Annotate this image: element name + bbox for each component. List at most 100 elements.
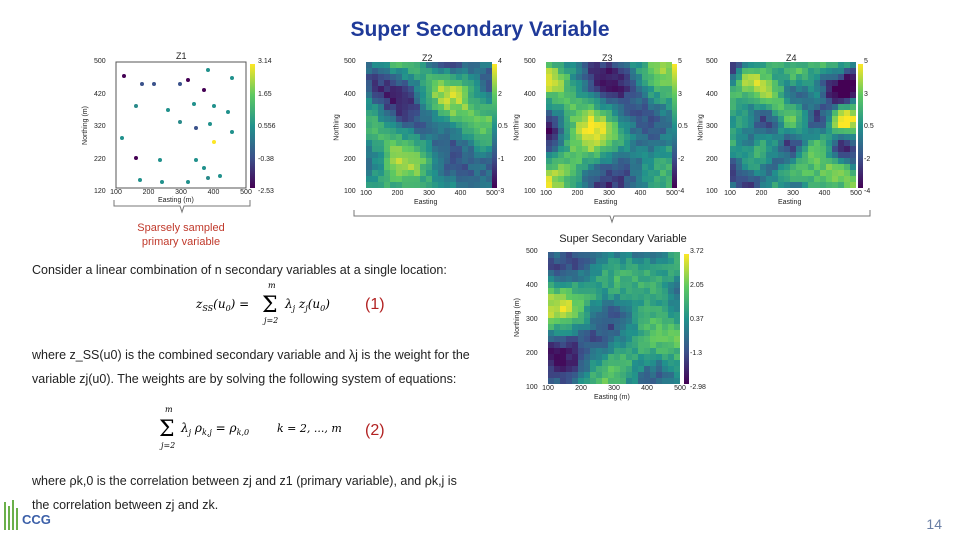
z1-y-tick: 500	[94, 58, 106, 65]
z3-y-tick: 500	[524, 58, 536, 65]
zss-y-tick: 400	[526, 282, 538, 289]
equation-1: zSS(u0) = m Σ j=2 λj zj(u0)	[190, 278, 350, 328]
z1-sample-point	[192, 102, 196, 106]
slide-title: Super Secondary Variable	[350, 18, 610, 41]
z4-c-tick: 5	[864, 58, 868, 65]
zss-c-tick: 3.72	[690, 248, 704, 255]
z1-c-tick: 0.556	[258, 123, 276, 130]
zss-c-tick: -2.98	[690, 384, 706, 391]
z1-sample-point	[186, 78, 190, 82]
z1-sample-point	[158, 158, 162, 162]
z2-c-tick: 4	[498, 58, 502, 65]
equation-1-number: (1)	[365, 296, 385, 313]
zss-c-tick: 0.37	[690, 316, 704, 323]
z3-c-tick: 3	[678, 90, 682, 98]
z1-scatter-svg	[115, 61, 255, 189]
z1-c-tick: 3.14	[258, 58, 272, 65]
ssv-field-svg	[548, 252, 689, 384]
z2-x-tick: 300	[423, 190, 435, 197]
z3-x-tick: 300	[603, 190, 615, 197]
z1-sample-point	[212, 140, 216, 144]
zss-x-tick: 400	[641, 385, 653, 392]
z1-x-tick: 100	[110, 189, 122, 196]
zss-y-tick: 300	[526, 316, 538, 323]
z4-field-svg	[730, 62, 863, 188]
caption-primary: Sparsely sampled primary variable	[137, 222, 225, 248]
ssv-xlabel: Easting (m)	[594, 394, 630, 401]
z3-c-tick: -2	[678, 155, 685, 163]
z1-sample-point	[218, 174, 222, 178]
zss-x-tick: 500	[674, 385, 686, 392]
svg-text:λj ρk,j = ρk,0: λj ρk,j = ρk,0	[180, 421, 249, 437]
z4-y-tick: 400	[706, 90, 718, 98]
zss-y-tick: 200	[526, 350, 538, 357]
equation-2: m Σ j=2 λj ρk,j = ρk,0 k = 2, ..., m	[155, 404, 355, 456]
z3-field-figure: Z3 Easting Northing 100 200 300 400 500 500 4…	[514, 52, 693, 212]
z2-y-tick: 400	[344, 90, 356, 98]
z1-sample-point	[134, 104, 138, 108]
z1-sample-point	[152, 82, 156, 86]
z2-field-figure: Z2 Easting Northing 100 200 300 400 500 500 4…	[334, 52, 513, 212]
equation-2-svg: m Σ j=2 λj ρk,j = ρk,0 k = 2, ..., m	[159, 405, 342, 450]
z3-y-tick: 200	[524, 155, 536, 163]
z3-y-tick: 100	[524, 188, 536, 195]
z1-sample-point	[134, 156, 138, 160]
z1-x-tick: 300	[175, 189, 187, 196]
z1-sample-point	[178, 82, 182, 86]
zss-y-tick: 100	[526, 384, 538, 391]
svg-text:j=2: j=2	[262, 316, 278, 325]
zss-c-tick: -1.3	[690, 350, 703, 357]
z4-y-tick: 300	[706, 123, 718, 130]
svg-text:m: m	[268, 281, 276, 290]
z1-sample-point	[186, 180, 190, 184]
paragraph-1: Consider a linear combination of n secon…	[32, 263, 447, 277]
z4-c-tick: -4	[864, 188, 871, 195]
z3-x-tick: 200	[571, 190, 584, 197]
z1-sample-point	[226, 110, 230, 114]
z1-sample-point	[140, 82, 144, 86]
z4-y-tick: 200	[706, 155, 718, 163]
z4-xlabel: Easting	[778, 199, 802, 206]
z1-sample-point	[206, 176, 210, 180]
paragraph-2a: where z_SS(u0) is the combined secondary…	[32, 348, 470, 362]
paragraph-3a: where ρk,0 is the correlation between zj…	[32, 474, 457, 488]
z4-c-tick: 3	[864, 90, 868, 98]
svg-text:m: m	[165, 405, 173, 414]
z1-y-tick: 420	[94, 90, 106, 98]
z1-title: Z1	[176, 51, 187, 61]
zss-x-tick: 300	[608, 385, 620, 392]
z2-x-tick: 100	[360, 190, 372, 197]
z1-ylabel: Northing (m)	[81, 106, 89, 145]
svg-text:Σ: Σ	[262, 293, 278, 318]
z1-y-tick: 320	[94, 123, 106, 130]
z3-title: Z3	[602, 53, 613, 63]
z2-x-tick: 400	[454, 190, 467, 197]
z2-x-tick: 500	[486, 190, 498, 197]
z4-y-tick: 100	[706, 188, 718, 195]
z1-sample-point	[160, 180, 164, 184]
z1-sample-point	[202, 166, 206, 170]
z4-ylabel: Northing	[697, 114, 705, 141]
z1-sample-point	[178, 120, 182, 124]
z1-x-tick: 400	[207, 189, 220, 196]
z4-title: Z4	[786, 53, 797, 63]
z3-y-tick: 300	[524, 123, 536, 130]
z3-y-tick: 400	[524, 90, 536, 98]
z2-c-tick: 2	[498, 90, 502, 98]
brace-primary	[113, 200, 251, 214]
z1-c-tick: -0.38	[258, 155, 274, 163]
svg-text:k = 2, ..., m: k = 2, ..., m	[277, 422, 342, 435]
zss-c-tick: 2.05	[690, 282, 704, 289]
z4-field-figure: Z4 Easting Northing 100 200 300 400 500 500 4…	[697, 52, 880, 212]
z4-x-tick: 200	[755, 190, 768, 197]
z2-y-tick: 200	[344, 155, 356, 163]
equation-2-number: (2)	[365, 422, 385, 439]
z1-sample-point	[120, 136, 124, 140]
z3-xlabel: Easting	[594, 199, 618, 206]
z4-x-tick: 100	[724, 190, 736, 197]
z1-scatter-figure: Z1 Easting (m) Northing (m) 100 200 300 400…	[82, 50, 278, 210]
ccg-logo-mark	[4, 500, 18, 530]
z2-y-tick: 100	[344, 188, 356, 195]
z1-sample-point	[122, 74, 126, 78]
z3-ylabel: Northing	[513, 114, 521, 141]
